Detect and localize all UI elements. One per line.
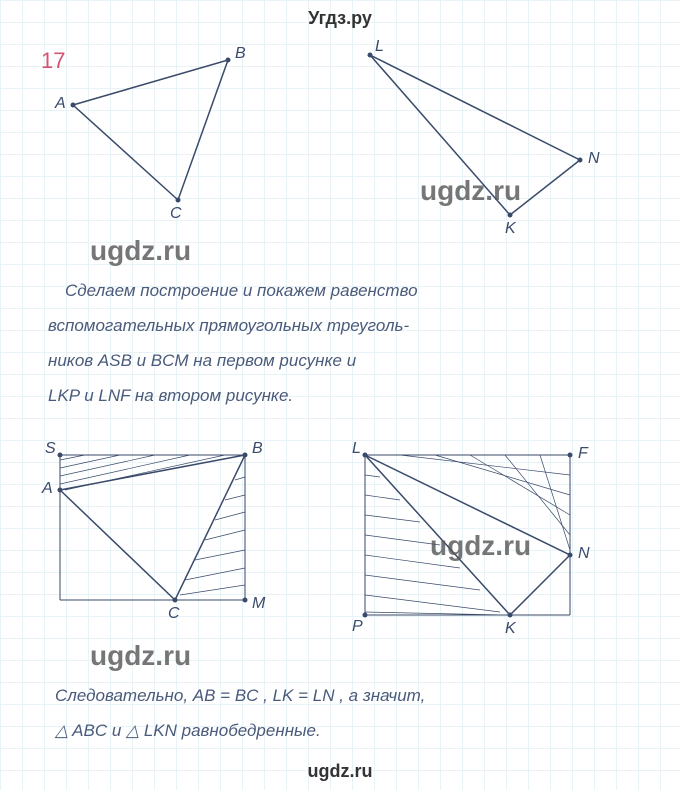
label-p-bottom: P [352,618,363,636]
label-n-bottom: N [578,545,590,563]
watermark-1: ugdz.ru [90,235,191,267]
label-f-bottom: F [578,445,588,463]
label-l-bottom: L [352,440,361,458]
site-footer: ugdz.ru [0,761,680,782]
text-line-6: △ ABC и △ LKN равнобедренные. [55,715,655,747]
watermark-3: ugdz.ru [90,640,191,672]
watermark-4: ugdz.ru [430,530,531,562]
watermark-2: ugdz.ru [420,175,521,207]
text-line-5: Следовательно, AB = BC , LK = LN , а зна… [55,680,655,712]
label-k-bottom: K [505,620,516,638]
